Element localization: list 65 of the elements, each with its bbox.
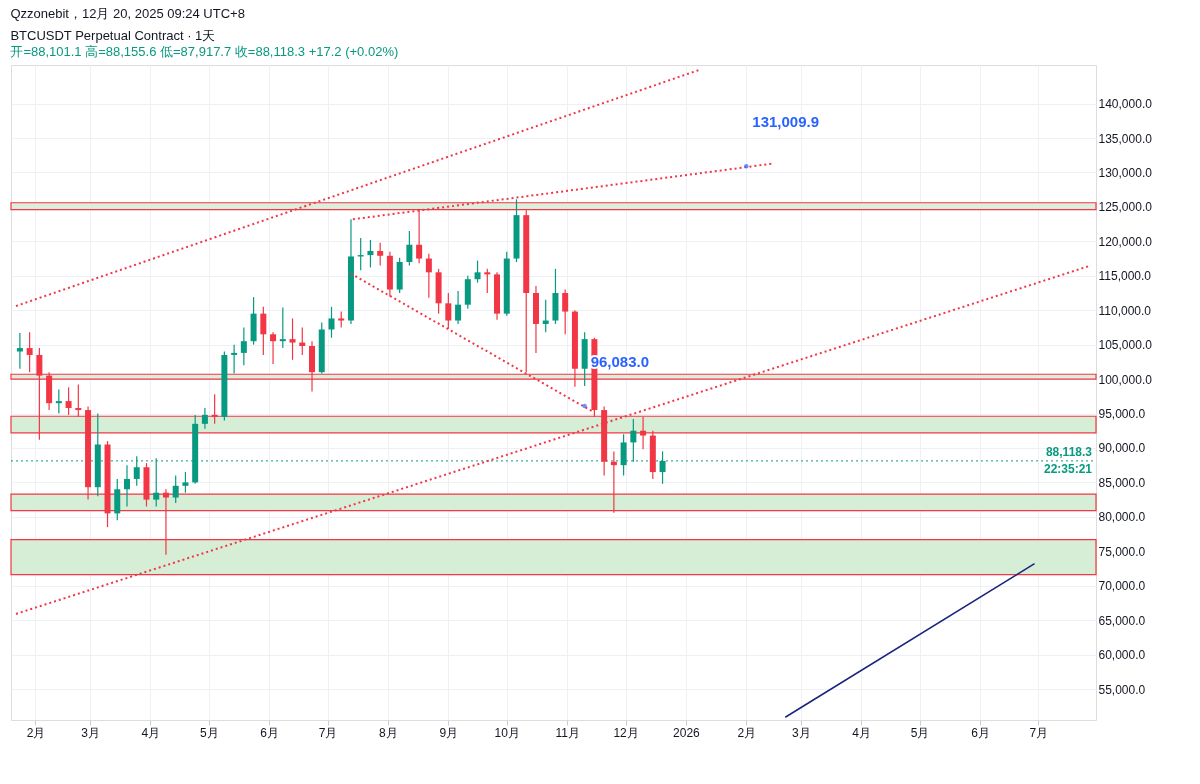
x-tick-label: 11月 bbox=[555, 725, 580, 740]
candlestick bbox=[201, 407, 208, 430]
candlestick bbox=[16, 332, 23, 370]
y-tick-label: 115,000.0 bbox=[1098, 269, 1152, 284]
x-tick-label: 3月 bbox=[81, 725, 100, 740]
candlestick bbox=[172, 474, 179, 504]
x-tick-label: 8月 bbox=[379, 725, 398, 740]
x-tick-label: 2月 bbox=[737, 725, 757, 740]
y-tick-label: 60,000.0 bbox=[1098, 648, 1146, 663]
y-tick-label: 120,000.0 bbox=[1098, 234, 1153, 249]
candlestick bbox=[270, 331, 277, 365]
candlestick bbox=[55, 388, 62, 415]
x-tick-label: 10月 bbox=[494, 725, 520, 740]
chart-subtitle: 开=88,101.1 高=88,155.6 低=87,917.7 收=88,118.3 +17.2 (+0.02%) bbox=[10, 44, 399, 59]
x-tick-label: 4月 bbox=[852, 725, 872, 740]
y-tick-label: 85,000.0 bbox=[1098, 475, 1146, 490]
x-tick-label: 6月 bbox=[971, 725, 990, 740]
candlestick bbox=[260, 306, 267, 356]
candlestick bbox=[26, 331, 33, 373]
candlestick bbox=[455, 290, 462, 325]
candlestick bbox=[231, 344, 238, 375]
x-tick-label: 6月 bbox=[260, 725, 280, 740]
y-tick-label: 110,000.0 bbox=[1098, 303, 1152, 318]
y-tick-label: 135,000.0 bbox=[1098, 131, 1153, 146]
candlestick bbox=[425, 253, 432, 299]
candlestick bbox=[124, 464, 131, 508]
candlestick bbox=[445, 292, 452, 330]
x-tick-label: 7月 bbox=[318, 725, 338, 740]
y-tick-label: 70,000.0 bbox=[1098, 579, 1146, 594]
y-tick-label: 80,000.0 bbox=[1098, 510, 1146, 525]
candlestick bbox=[484, 268, 491, 294]
candlestick bbox=[406, 230, 413, 267]
candlestick bbox=[289, 317, 296, 361]
x-tick-label: 4月 bbox=[141, 725, 161, 740]
candlestick bbox=[474, 260, 481, 284]
y-tick-label: 100,000.0 bbox=[1098, 372, 1153, 387]
y-tick-label: 95,000.0 bbox=[1098, 407, 1146, 422]
y-tick-label: 140,000.0 bbox=[1098, 97, 1153, 112]
candlestick bbox=[328, 306, 335, 339]
y-tick-label: 105,000.0 bbox=[1098, 338, 1153, 353]
x-tick-label: 5月 bbox=[199, 725, 219, 740]
text: Qzzonebit，12月 20, 2025 09:24 UTC+8 bbox=[10, 6, 245, 21]
y-tick-label: 55,000.0 bbox=[1098, 682, 1146, 697]
x-tick-label: 5月 bbox=[910, 725, 930, 740]
candlestick bbox=[182, 471, 189, 494]
annotation: 22:35:21 bbox=[1043, 461, 1093, 476]
y-tick-label: 65,000.0 bbox=[1098, 613, 1146, 628]
candlestick bbox=[562, 288, 569, 335]
annotation: 131,009.9 bbox=[752, 113, 820, 131]
candlestick bbox=[377, 242, 384, 267]
x-tick-label: 7月 bbox=[1029, 725, 1049, 740]
x-tick-label: 3月 bbox=[791, 725, 811, 740]
chart-title: BTCUSDT Perpetual Contract · 1天 bbox=[10, 28, 216, 43]
candlestick bbox=[279, 306, 286, 349]
x-tick-label: 12月 bbox=[613, 725, 639, 740]
y-tick-label: 125,000.0 bbox=[1098, 200, 1153, 215]
y-tick-label: 130,000.0 bbox=[1098, 165, 1153, 180]
x-tick-label: 2月 bbox=[26, 725, 46, 740]
candlestick bbox=[240, 326, 247, 366]
ref-line-label: 88,118.3 bbox=[1045, 444, 1093, 459]
y-tick-label: 90,000.0 bbox=[1098, 441, 1146, 456]
candlestick bbox=[367, 239, 374, 269]
y-tick-label: 75,000.0 bbox=[1098, 544, 1146, 559]
x-tick-label: 2026 bbox=[673, 725, 701, 740]
x-tick-label: 9月 bbox=[439, 725, 459, 740]
